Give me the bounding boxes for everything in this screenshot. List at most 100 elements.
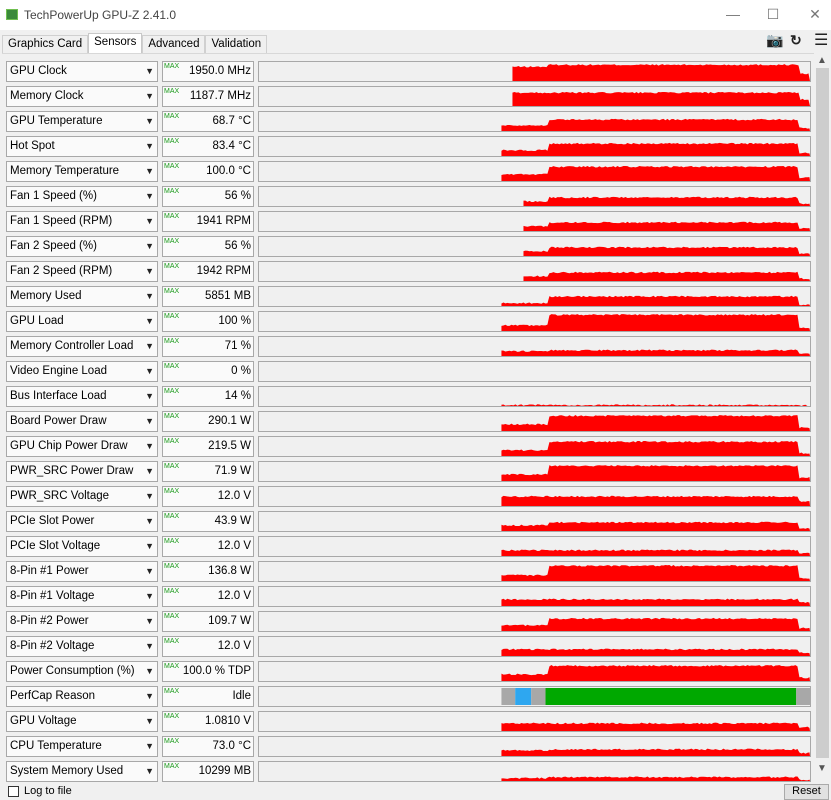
- sensor-value[interactable]: MAX 68.7 °C: [162, 111, 254, 132]
- chevron-down-icon[interactable]: ▼: [145, 341, 154, 351]
- chevron-down-icon[interactable]: ▼: [145, 66, 154, 76]
- sensor-value[interactable]: MAX 136.8 W: [162, 561, 254, 582]
- sensor-value[interactable]: MAX 100 %: [162, 311, 254, 332]
- sensor-value[interactable]: MAX 1942 RPM: [162, 261, 254, 282]
- chevron-down-icon[interactable]: ▼: [145, 641, 154, 651]
- sensor-select[interactable]: Fan 2 Speed (%) ▼: [6, 236, 158, 257]
- sensor-value[interactable]: MAX 56 %: [162, 236, 254, 257]
- chevron-down-icon[interactable]: ▼: [145, 566, 154, 576]
- sensor-select[interactable]: PWR_SRC Voltage ▼: [6, 486, 158, 507]
- sensor-select[interactable]: 8-Pin #2 Power ▼: [6, 611, 158, 632]
- sensor-select[interactable]: Fan 1 Speed (%) ▼: [6, 186, 158, 207]
- sensor-select[interactable]: PCIe Slot Power ▼: [6, 511, 158, 532]
- sensor-select[interactable]: Bus Interface Load ▼: [6, 386, 158, 407]
- sensor-select[interactable]: GPU Clock ▼: [6, 61, 158, 82]
- tab-sensors[interactable]: Sensors: [88, 33, 143, 54]
- chevron-down-icon[interactable]: ▼: [145, 666, 154, 676]
- sensor-value[interactable]: MAX 109.7 W: [162, 611, 254, 632]
- chevron-down-icon[interactable]: ▼: [145, 291, 154, 301]
- sensor-select[interactable]: Power Consumption (%) ▼: [6, 661, 158, 682]
- sensor-value[interactable]: MAX 14 %: [162, 386, 254, 407]
- sensor-select[interactable]: GPU Temperature ▼: [6, 111, 158, 132]
- chevron-down-icon[interactable]: ▼: [145, 116, 154, 126]
- sensor-select[interactable]: PerfCap Reason ▼: [6, 686, 158, 707]
- sensor-select[interactable]: 8-Pin #2 Voltage ▼: [6, 636, 158, 657]
- chevron-down-icon[interactable]: ▼: [145, 366, 154, 376]
- sensor-value[interactable]: MAX 43.9 W: [162, 511, 254, 532]
- chevron-down-icon[interactable]: ▼: [145, 541, 154, 551]
- sensor-value[interactable]: MAX 1941 RPM: [162, 211, 254, 232]
- sensor-value[interactable]: MAX 1187.7 MHz: [162, 86, 254, 107]
- sensor-select[interactable]: GPU Load ▼: [6, 311, 158, 332]
- minimize-button[interactable]: —: [726, 6, 740, 22]
- scrollbar[interactable]: ▲ ▼: [814, 53, 831, 778]
- chevron-down-icon[interactable]: ▼: [145, 166, 154, 176]
- chevron-down-icon[interactable]: ▼: [145, 616, 154, 626]
- hamburger-menu-icon[interactable]: ☰: [814, 32, 829, 49]
- sensor-select[interactable]: 8-Pin #1 Voltage ▼: [6, 586, 158, 607]
- sensor-select[interactable]: Video Engine Load ▼: [6, 361, 158, 382]
- sensor-value[interactable]: MAX Idle: [162, 686, 254, 707]
- chevron-down-icon[interactable]: ▼: [145, 441, 154, 451]
- chevron-down-icon[interactable]: ▼: [145, 691, 154, 701]
- sensor-value[interactable]: MAX 1.0810 V: [162, 711, 254, 732]
- chevron-down-icon[interactable]: ▼: [145, 516, 154, 526]
- sensor-value[interactable]: MAX 83.4 °C: [162, 136, 254, 157]
- chevron-down-icon[interactable]: ▼: [145, 716, 154, 726]
- scroll-up-icon[interactable]: ▲: [817, 55, 827, 66]
- close-button[interactable]: ✕: [809, 6, 821, 22]
- sensor-select[interactable]: CPU Temperature ▼: [6, 736, 158, 757]
- maximize-button[interactable]: ☐: [766, 6, 780, 22]
- chevron-down-icon[interactable]: ▼: [145, 741, 154, 751]
- chevron-down-icon[interactable]: ▼: [145, 491, 154, 501]
- sensor-select[interactable]: Memory Controller Load ▼: [6, 336, 158, 357]
- sensor-value[interactable]: MAX 73.0 °C: [162, 736, 254, 757]
- chevron-down-icon[interactable]: ▼: [145, 216, 154, 226]
- scroll-down-icon[interactable]: ▼: [817, 763, 827, 774]
- sensor-select[interactable]: PCIe Slot Voltage ▼: [6, 536, 158, 557]
- sensor-value[interactable]: MAX 219.5 W: [162, 436, 254, 457]
- tab-graphics-card[interactable]: Graphics Card: [2, 35, 89, 53]
- tab-validation[interactable]: Validation: [205, 35, 268, 53]
- sensor-select[interactable]: Memory Clock ▼: [6, 86, 158, 107]
- sensor-select[interactable]: Memory Used ▼: [6, 286, 158, 307]
- chevron-down-icon[interactable]: ▼: [145, 466, 154, 476]
- sensor-select[interactable]: Fan 2 Speed (RPM) ▼: [6, 261, 158, 282]
- refresh-icon[interactable]: ↻: [790, 32, 802, 48]
- sensor-value[interactable]: MAX 100.0 % TDP: [162, 661, 254, 682]
- sensor-select[interactable]: GPU Chip Power Draw ▼: [6, 436, 158, 457]
- chevron-down-icon[interactable]: ▼: [145, 91, 154, 101]
- sensor-value[interactable]: MAX 12.0 V: [162, 486, 254, 507]
- chevron-down-icon[interactable]: ▼: [145, 416, 154, 426]
- chevron-down-icon[interactable]: ▼: [145, 316, 154, 326]
- sensor-select[interactable]: GPU Voltage ▼: [6, 711, 158, 732]
- chevron-down-icon[interactable]: ▼: [145, 266, 154, 276]
- tab-advanced[interactable]: Advanced: [142, 35, 206, 53]
- sensor-value[interactable]: MAX 100.0 °C: [162, 161, 254, 182]
- reset-button[interactable]: Reset: [784, 784, 829, 800]
- sensor-value[interactable]: MAX 5851 MB: [162, 286, 254, 307]
- sensor-select[interactable]: Fan 1 Speed (RPM) ▼: [6, 211, 158, 232]
- sensor-value[interactable]: MAX 56 %: [162, 186, 254, 207]
- sensor-value[interactable]: MAX 290.1 W: [162, 411, 254, 432]
- sensor-value[interactable]: MAX 10299 MB: [162, 761, 254, 782]
- sensor-select[interactable]: System Memory Used ▼: [6, 761, 158, 782]
- sensor-select[interactable]: Hot Spot ▼: [6, 136, 158, 157]
- sensor-select[interactable]: Memory Temperature ▼: [6, 161, 158, 182]
- chevron-down-icon[interactable]: ▼: [145, 391, 154, 401]
- chevron-down-icon[interactable]: ▼: [145, 241, 154, 251]
- chevron-down-icon[interactable]: ▼: [145, 591, 154, 601]
- chevron-down-icon[interactable]: ▼: [145, 141, 154, 151]
- sensor-value[interactable]: MAX 71 %: [162, 336, 254, 357]
- sensor-select[interactable]: 8-Pin #1 Power ▼: [6, 561, 158, 582]
- camera-icon[interactable]: 📷: [766, 32, 784, 48]
- sensor-select[interactable]: Board Power Draw ▼: [6, 411, 158, 432]
- sensor-value[interactable]: MAX 1950.0 MHz: [162, 61, 254, 82]
- sensor-select[interactable]: PWR_SRC Power Draw ▼: [6, 461, 158, 482]
- sensor-value[interactable]: MAX 12.0 V: [162, 636, 254, 657]
- chevron-down-icon[interactable]: ▼: [145, 191, 154, 201]
- sensor-value[interactable]: MAX 12.0 V: [162, 536, 254, 557]
- sensor-value[interactable]: MAX 12.0 V: [162, 586, 254, 607]
- chevron-down-icon[interactable]: ▼: [145, 766, 154, 776]
- sensor-value[interactable]: MAX 71.9 W: [162, 461, 254, 482]
